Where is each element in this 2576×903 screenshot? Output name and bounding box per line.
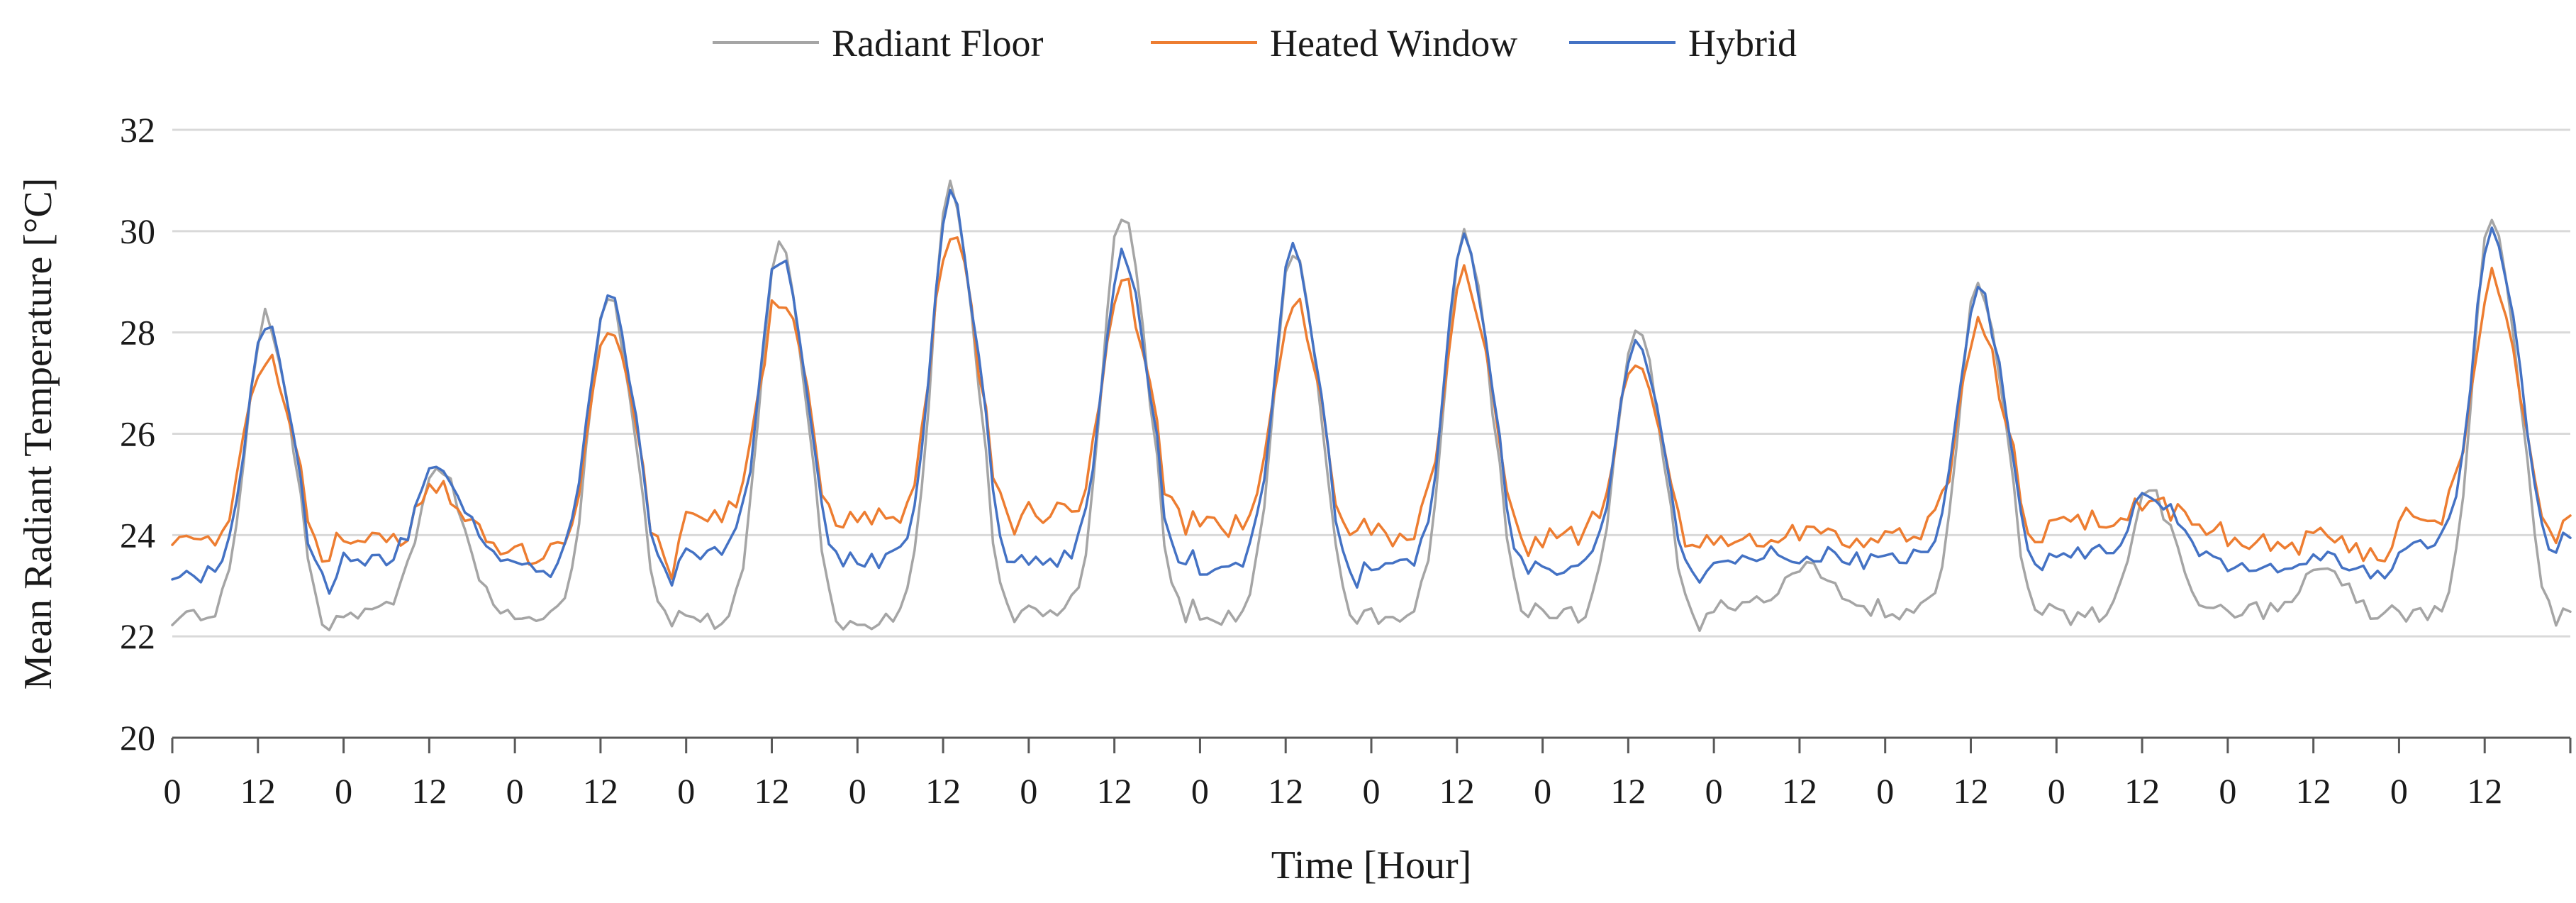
x-tick-label: 0 <box>1191 771 1209 811</box>
x-tick-labels: 0 12 0 12 0 12 0 12 0 12 0 12 0 12 0 12 0 12 0 12 0 12 0 12 0 12 0… <box>164 771 2503 811</box>
y-tick-label: 24 <box>120 515 155 555</box>
x-tick-label: 12 <box>2467 771 2502 811</box>
x-tick-label: 12 <box>1097 771 1132 811</box>
x-tick-label: 12 <box>2124 771 2160 811</box>
x-tick-label: 12 <box>1268 771 1303 811</box>
legend: Radiant Floor Heated Window Hybrid <box>713 22 1797 65</box>
x-axis-title: Time [Hour] <box>1271 843 1472 887</box>
y-tick-label: 28 <box>120 313 155 353</box>
x-tick-label: 0 <box>1876 771 1894 811</box>
x-tick-label: 0 <box>677 771 695 811</box>
x-tick-label: 12 <box>1610 771 1646 811</box>
legend-label: Radiant Floor <box>832 22 1043 65</box>
series-line-hybrid <box>171 189 2572 595</box>
x-tick-label: 0 <box>1020 771 1037 811</box>
x-tick-label: 12 <box>583 771 618 811</box>
x-tick-label: 0 <box>335 771 352 811</box>
legend-label: Hybrid <box>1688 22 1797 65</box>
y-axis-title: Mean Radiant Temperature [°C] <box>16 178 60 690</box>
x-tick-label: 12 <box>240 771 276 811</box>
axis-layer <box>171 736 2572 753</box>
x-tick-label: 0 <box>2390 771 2408 811</box>
x-tick-label: 0 <box>506 771 524 811</box>
grid-layer <box>172 128 2570 638</box>
x-tick-label: 0 <box>164 771 182 811</box>
legend-label: Heated Window <box>1270 22 1517 65</box>
x-tick-label: 0 <box>1705 771 1723 811</box>
x-tick-label: 12 <box>925 771 961 811</box>
y-tick-label: 26 <box>120 414 155 454</box>
x-tick-label: 12 <box>2296 771 2331 811</box>
series-line-heated-window <box>171 236 2572 580</box>
x-tick-label: 12 <box>1953 771 1989 811</box>
x-tick-label: 0 <box>2048 771 2065 811</box>
y-tick-label: 32 <box>120 110 155 150</box>
x-tick-label: 12 <box>754 771 790 811</box>
y-tick-label: 22 <box>120 616 155 656</box>
y-tick-label: 30 <box>120 211 155 251</box>
x-tick-label: 0 <box>849 771 866 811</box>
series-layer <box>171 179 2572 632</box>
x-tick-label: 0 <box>2219 771 2236 811</box>
y-tick-labels: 20 22 24 26 28 30 32 <box>120 110 155 758</box>
x-tick-label: 12 <box>1782 771 1817 811</box>
x-tick-label: 0 <box>1363 771 1381 811</box>
y-tick-label: 20 <box>120 718 155 758</box>
series-line-radiant-floor <box>171 179 2572 632</box>
x-tick-label: 0 <box>1534 771 1551 811</box>
x-tick-label: 12 <box>1439 771 1475 811</box>
x-tick-label: 12 <box>411 771 447 811</box>
